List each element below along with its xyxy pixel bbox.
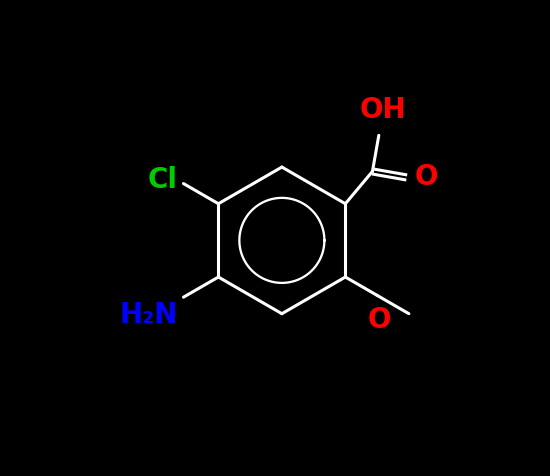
Text: OH: OH — [359, 96, 406, 124]
Text: H₂N: H₂N — [119, 301, 178, 329]
Text: O: O — [367, 306, 390, 334]
Text: Cl: Cl — [148, 166, 178, 194]
Text: O: O — [415, 163, 438, 191]
